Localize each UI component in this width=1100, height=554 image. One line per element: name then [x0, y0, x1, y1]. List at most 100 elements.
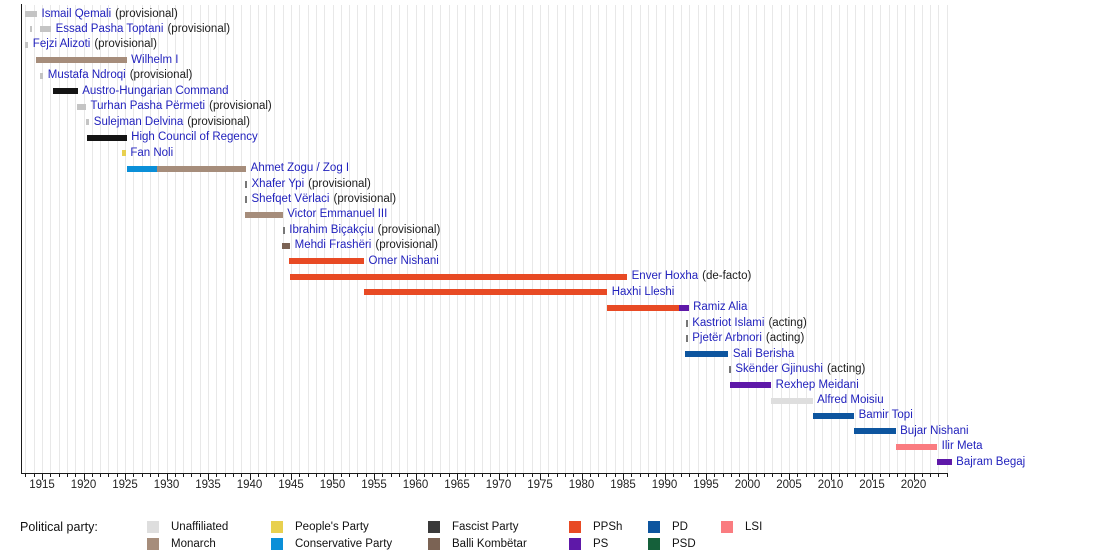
axis-tick [813, 474, 815, 477]
person-name: Ismail Qemali [41, 7, 112, 20]
axis-tick [847, 474, 849, 477]
axis-tick [481, 474, 483, 477]
row-label: Ilir Meta [942, 439, 983, 454]
gridline [564, 5, 566, 473]
axis-tick-label: 1945 [278, 479, 304, 491]
axis-tick [830, 474, 832, 480]
gridline [747, 5, 749, 473]
axis-tick [257, 474, 259, 477]
gridline [730, 5, 732, 473]
person-name: Ahmet Zogu / Zog I [250, 162, 350, 175]
axis-tick [340, 474, 342, 477]
gridline [905, 5, 907, 473]
axis-tick [208, 474, 209, 480]
axis-tick [689, 474, 691, 477]
axis-tick [938, 474, 940, 477]
axis-tick [930, 474, 932, 477]
axis-tick [166, 474, 168, 480]
axis-tick [382, 474, 384, 477]
axis-tick [199, 474, 201, 477]
gridline [681, 5, 683, 473]
gridline [896, 5, 898, 473]
axis-tick [531, 474, 533, 477]
person-name: Kastriot Islami [692, 316, 765, 329]
axis-tick [324, 474, 326, 477]
axis-tick [457, 474, 458, 480]
gridline [473, 5, 475, 473]
gridline [340, 5, 342, 473]
axis-tick [797, 474, 799, 477]
axis-tick [697, 474, 699, 477]
axis-tick-label: 1990 [651, 479, 678, 491]
gridline [540, 5, 541, 473]
person-name: Sali Berisha [732, 347, 795, 360]
person-name: Omer Nishani [368, 254, 439, 267]
legend-swatch-fascist [428, 520, 440, 533]
axis-tick [116, 474, 118, 477]
axis-tick-label: 1950 [319, 479, 346, 491]
row-label: Fejzi Alizoti (provisional) [33, 37, 157, 52]
axis-tick [647, 474, 649, 477]
gridline [108, 5, 110, 473]
legend-label: Monarch [171, 537, 216, 550]
gridline [780, 5, 782, 473]
timeline-tick [685, 319, 688, 327]
row-suffix: (provisional) [94, 38, 157, 51]
axis-tick [855, 474, 857, 477]
gridline [481, 5, 483, 473]
row-suffix: (acting) [826, 363, 866, 376]
gridline [647, 5, 649, 473]
gridline [249, 5, 251, 473]
axis-tick [33, 474, 35, 477]
row-suffix: (acting) [765, 332, 805, 345]
gridline [598, 5, 600, 473]
gridline [515, 5, 517, 473]
gridline [573, 5, 575, 473]
gridline [913, 5, 915, 473]
gridline [432, 5, 434, 473]
row-label: Austro-Hungarian Command [82, 84, 228, 99]
gridline [722, 5, 724, 473]
row-label: Rexhep Meidani [776, 378, 859, 393]
person-name: Mustafa Ndroqi [47, 69, 126, 82]
person-name: Enver Hoxha [631, 270, 699, 283]
legend-title: Political party: [20, 520, 98, 534]
axis-tick [739, 474, 741, 477]
axis-tick [888, 474, 890, 477]
gridline [805, 5, 807, 473]
gridline [664, 5, 666, 473]
gridline [440, 5, 442, 473]
person-name: Bamir Topi [858, 409, 913, 422]
timeline-bar [121, 150, 126, 157]
y-axis-line [21, 4, 22, 473]
gridline [863, 5, 865, 473]
axis-tick [174, 474, 176, 477]
axis-tick [764, 474, 766, 477]
row-label: Xhafer Ypi (provisional) [252, 177, 371, 192]
legend-swatch-monarch [147, 537, 159, 550]
person-name: Ibrahim Biçakçiu [289, 223, 374, 236]
axis-tick [506, 474, 508, 477]
timeline-bar [364, 289, 608, 296]
axis-tick [556, 474, 558, 477]
row-label: Victor Emmanuel III [287, 207, 387, 222]
axis-tick-label: 1980 [568, 479, 595, 491]
axis-tick [498, 474, 500, 480]
gridline [83, 5, 85, 473]
gridline [332, 5, 334, 473]
row-label: High Council of Regency [131, 130, 258, 145]
axis-tick-label: 1985 [610, 479, 636, 491]
gridline [33, 5, 35, 473]
row-label: Kastriot Islami (acting) [692, 316, 807, 331]
gridline [357, 5, 359, 473]
gridline [216, 5, 218, 473]
timeline-bar [39, 26, 52, 33]
axis-tick [216, 474, 218, 477]
row-suffix: (provisional) [167, 22, 231, 35]
timeline-bar [86, 134, 127, 141]
gridline [813, 5, 815, 473]
gridline [191, 5, 193, 473]
person-name: Fan Noli [130, 146, 174, 159]
